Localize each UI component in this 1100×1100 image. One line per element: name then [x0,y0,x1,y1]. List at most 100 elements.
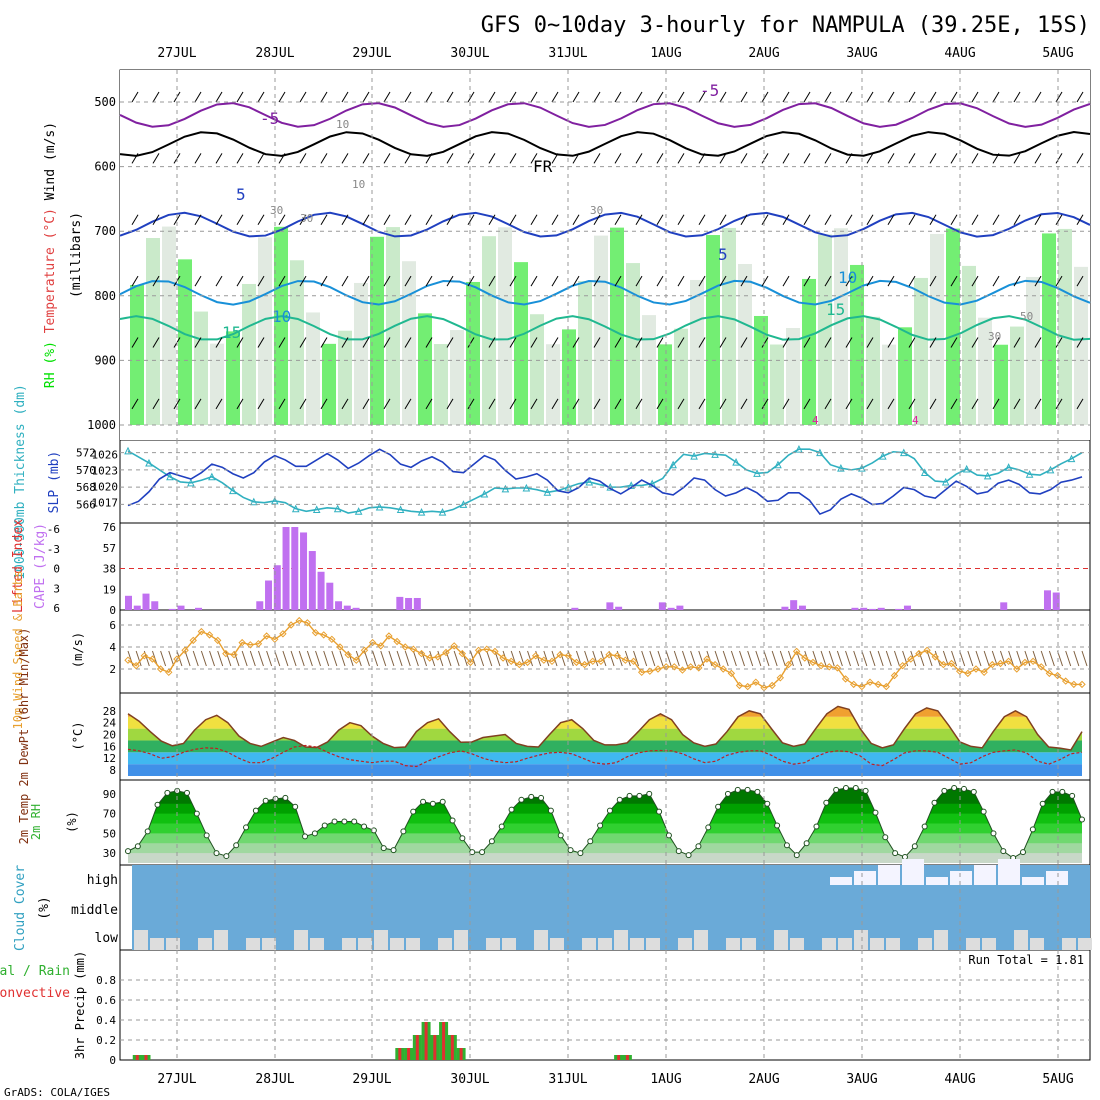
y-tick: 28 [103,705,116,718]
x-tick-top: 28JUL [255,46,294,61]
cloud-low-bar [1078,938,1092,950]
rh-shade [338,330,352,425]
cape-bar [396,596,404,610]
contour-label: 5 [718,245,728,264]
wind-barb [257,214,265,225]
cloud-low-bar [694,930,708,950]
wind10-marker [344,650,352,659]
wind10-yunits: (m/s) [71,632,85,668]
wind-barb [184,650,191,667]
cloud-ylabel: Cloud Cover [13,865,28,951]
wind-barb [992,153,1000,164]
rh-marker [783,842,790,849]
wind-barb [635,91,643,103]
wind10-marker [213,636,222,645]
rh-marker [941,787,948,794]
y-tick: -3 [47,543,60,556]
li-ylabel: Lifted Index [11,519,26,613]
y-tick: 6 [109,619,116,632]
wind10-marker [523,658,532,667]
wind-barb [893,650,900,667]
wind-barb [971,398,979,410]
wind-barb [845,275,853,287]
wind10-marker [792,647,801,656]
cloud-low-bar [678,938,692,950]
wind-barb [278,275,286,287]
wind-barb [971,275,979,287]
contour-label: 30 [270,204,283,217]
cloud-low-bar [390,938,404,950]
wind10-marker [507,657,515,666]
rh-shade [706,235,720,425]
rh-marker [262,797,269,804]
cape-bar [177,605,185,610]
rh-shade [530,314,544,425]
wind-barb [971,91,979,103]
wind-barb [236,153,244,164]
wind-barb [887,275,895,287]
cloud-low-bar [838,938,852,950]
cloud-low-bar [774,930,788,950]
cape-bar [903,605,911,610]
cloud-low-bar [1030,938,1044,950]
wind-barb [362,337,370,348]
wind-barb [388,650,395,667]
wind10-marker [303,619,312,627]
precip-legend-total: Total / Rain [0,964,70,979]
y-tick: 1026 [92,449,119,462]
wind-barb [131,91,139,103]
wind10-marker [140,652,149,660]
rh-shade [178,259,192,425]
contour-line [119,102,1091,128]
wind10-marker [1061,677,1070,685]
cloud-low-bar [166,938,180,950]
rh-marker [380,845,387,852]
rh-marker [528,793,535,800]
precip-ylabel: 3hr Precip (mm) [73,951,87,1059]
wind-barb [739,650,746,667]
thickness-marker [962,464,971,473]
rh-marker [911,843,918,850]
contour-label: 50 [1020,310,1033,323]
wind-barb [160,650,167,667]
cloud-low-bar [918,938,932,950]
rh-marker [852,784,859,791]
wind-barb [866,153,874,164]
rh-shade [482,236,496,425]
wind-barb [437,650,444,667]
rh-shade [450,330,464,425]
contour-label: 30 [988,330,1001,343]
wind-barb [274,650,281,667]
wind-barb [383,275,391,287]
wind10-marker [246,641,255,649]
wind10-marker [368,638,377,647]
wind-barb [380,650,387,667]
wind-barb [509,153,517,164]
rh-shade [626,263,640,425]
wind-barb [866,214,874,225]
wind-barb [215,398,223,410]
wind-barb [278,214,286,225]
wind-barb [131,275,139,287]
cape-bar [1052,592,1060,610]
wind-barb [362,214,370,225]
thickness-marker [291,504,300,513]
wind-barb [572,275,580,287]
cape-bar [606,602,614,610]
x-tick-bottom: 3AUG [846,1072,877,1087]
wind-barb [1013,337,1021,348]
wind-barb [929,153,937,164]
wind-barb [315,650,322,667]
wind10-marker [328,635,336,644]
cloud-low-bar [502,938,516,950]
wind-barb [593,214,601,225]
wind-barb [656,91,664,103]
wind-barb [173,214,181,225]
wind-barb [845,337,853,348]
cloud-low-bar [214,930,228,950]
wind10-marker [434,653,442,661]
rh-shade [674,328,688,425]
wind-barb [152,337,160,348]
wind-barb [992,91,1000,103]
